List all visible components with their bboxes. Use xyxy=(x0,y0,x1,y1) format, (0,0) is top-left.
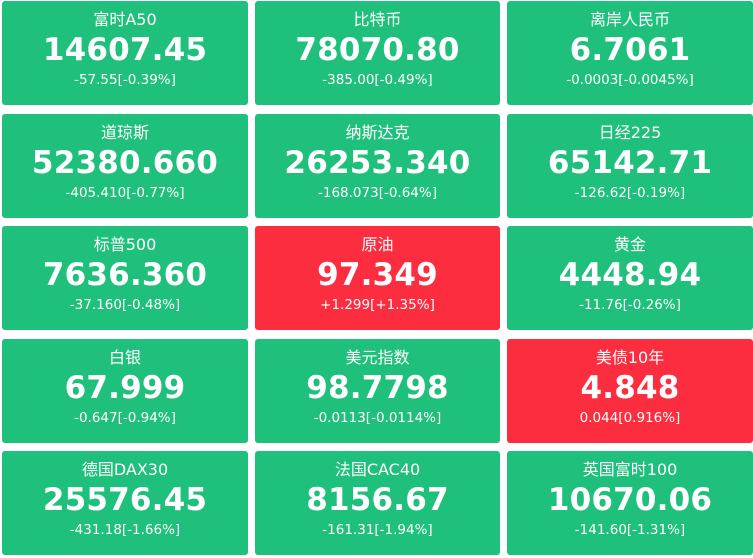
quote-name: 富时A50 xyxy=(93,10,157,29)
quote-tile-cac40[interactable]: 法国CAC40 8156.67 -161.31[-1.94%] xyxy=(255,451,500,555)
quote-name: 法国CAC40 xyxy=(334,460,421,479)
quote-change: -405.410[-0.77%] xyxy=(65,184,185,201)
quote-change: -0.0113[-0.0114%] xyxy=(313,409,442,426)
quote-change: -385.00[-0.49%] xyxy=(322,72,433,88)
quote-price: 10670.06 xyxy=(547,482,713,518)
quote-change: -161.31[-1.94%] xyxy=(322,522,433,538)
quote-price: 4448.94 xyxy=(558,257,702,293)
quote-tile-sp500[interactable]: 标普500 7636.360 -37.160[-0.48%] xyxy=(2,226,248,330)
quote-price: 6.7061 xyxy=(569,32,691,68)
quote-change: 0.044[0.916%] xyxy=(579,409,681,426)
quote-name: 德国DAX30 xyxy=(81,460,169,479)
quote-price: 8156.67 xyxy=(306,482,449,518)
quote-price: 7636.360 xyxy=(42,257,208,293)
quote-change: +1.299[+1.35%] xyxy=(320,297,435,313)
quote-name: 离岸人民币 xyxy=(589,10,670,29)
quote-price: 67.999 xyxy=(64,369,186,406)
quote-tile-ftse-100[interactable]: 英国富时100 10670.06 -141.60[-1.31%] xyxy=(507,451,753,555)
quote-name: 美元指数 xyxy=(345,347,410,367)
quote-price: 78070.80 xyxy=(295,32,460,68)
quote-price: 65142.71 xyxy=(547,144,713,181)
quote-name: 日经225 xyxy=(598,122,662,142)
quote-name: 道琼斯 xyxy=(100,122,149,142)
quote-tile-dollar-index[interactable]: 美元指数 98.7798 -0.0113[-0.0114%] xyxy=(255,338,500,443)
quote-change: -168.073[-0.64%] xyxy=(318,184,437,201)
quote-price: 98.7798 xyxy=(306,369,449,406)
quote-change: -0.0003[-0.0045%] xyxy=(566,72,694,88)
quote-name: 纳斯达克 xyxy=(345,122,410,142)
quote-tile-us-10y-treasury[interactable]: 美债10年 4.848 0.044[0.916%] xyxy=(507,338,753,443)
quote-tile-dow-jones[interactable]: 道琼斯 52380.660 -405.410[-0.77%] xyxy=(2,113,248,218)
quote-change: -57.55[-0.39%] xyxy=(74,72,176,88)
quote-change: -37.160[-0.48%] xyxy=(69,297,181,313)
quote-price: 97.349 xyxy=(317,257,438,293)
quote-change: -126.62[-0.19%] xyxy=(574,184,686,201)
quote-name: 白银 xyxy=(108,347,141,367)
quote-change: -141.60[-1.31%] xyxy=(574,522,686,538)
quote-name: 英国富时100 xyxy=(582,460,678,479)
quote-name: 黄金 xyxy=(613,235,646,254)
quote-price: 4.848 xyxy=(580,369,680,406)
quote-change: -431.18[-1.66%] xyxy=(69,522,181,538)
quote-tile-gold[interactable]: 黄金 4448.94 -11.76[-0.26%] xyxy=(507,226,753,330)
quote-tile-nasdaq[interactable]: 纳斯达克 26253.340 -168.073[-0.64%] xyxy=(255,113,500,218)
quote-name: 标普500 xyxy=(93,235,157,254)
quote-name: 原油 xyxy=(361,235,394,254)
quote-tile-dax30[interactable]: 德国DAX30 25576.45 -431.18[-1.66%] xyxy=(2,451,248,555)
quote-price: 14607.45 xyxy=(42,32,208,68)
quote-price: 52380.660 xyxy=(31,144,219,181)
quote-tile-bitcoin[interactable]: 比特币 78070.80 -385.00[-0.49%] xyxy=(255,1,500,105)
quote-tile-nikkei-225[interactable]: 日经225 65142.71 -126.62[-0.19%] xyxy=(507,113,753,218)
quote-tile-silver[interactable]: 白银 67.999 -0.647[-0.94%] xyxy=(2,338,248,443)
quote-name: 比特币 xyxy=(353,10,402,29)
quote-price: 25576.45 xyxy=(42,482,208,518)
quote-change: -11.76[-0.26%] xyxy=(579,297,681,313)
quote-price: 26253.340 xyxy=(284,144,471,181)
quote-change: -0.647[-0.94%] xyxy=(74,409,176,426)
quote-tile-crude-oil[interactable]: 原油 97.349 +1.299[+1.35%] xyxy=(255,226,500,330)
quote-tile-ftse-china-a50[interactable]: 富时A50 14607.45 -57.55[-0.39%] xyxy=(2,1,248,105)
quote-name: 美债10年 xyxy=(595,347,665,367)
quote-tile-offshore-rmb[interactable]: 离岸人民币 6.7061 -0.0003[-0.0045%] xyxy=(507,1,753,105)
